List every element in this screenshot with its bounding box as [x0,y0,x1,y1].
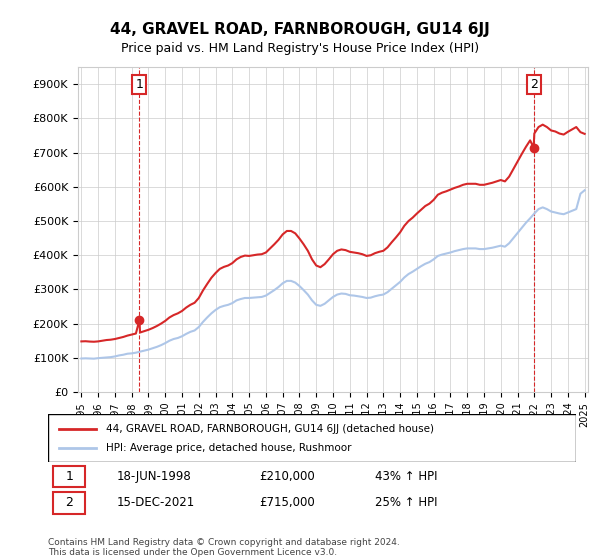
Text: 1: 1 [65,470,73,483]
FancyBboxPatch shape [53,492,85,514]
Text: Contains HM Land Registry data © Crown copyright and database right 2024.
This d: Contains HM Land Registry data © Crown c… [48,538,400,557]
Text: 15-DEC-2021: 15-DEC-2021 [116,496,195,510]
Text: 43% ↑ HPI: 43% ↑ HPI [376,470,438,483]
Text: 18-JUN-1998: 18-JUN-1998 [116,470,191,483]
FancyBboxPatch shape [53,466,85,487]
Text: 1: 1 [136,78,143,91]
Text: 2: 2 [65,496,73,510]
FancyBboxPatch shape [48,414,576,462]
Text: HPI: Average price, detached house, Rushmoor: HPI: Average price, detached house, Rush… [106,443,352,452]
Text: 44, GRAVEL ROAD, FARNBOROUGH, GU14 6JJ: 44, GRAVEL ROAD, FARNBOROUGH, GU14 6JJ [110,22,490,38]
Text: £210,000: £210,000 [259,470,315,483]
Text: 44, GRAVEL ROAD, FARNBOROUGH, GU14 6JJ (detached house): 44, GRAVEL ROAD, FARNBOROUGH, GU14 6JJ (… [106,424,434,433]
Text: Price paid vs. HM Land Registry's House Price Index (HPI): Price paid vs. HM Land Registry's House … [121,42,479,55]
Text: 25% ↑ HPI: 25% ↑ HPI [376,496,438,510]
Text: 2: 2 [530,78,538,91]
Text: £715,000: £715,000 [259,496,315,510]
